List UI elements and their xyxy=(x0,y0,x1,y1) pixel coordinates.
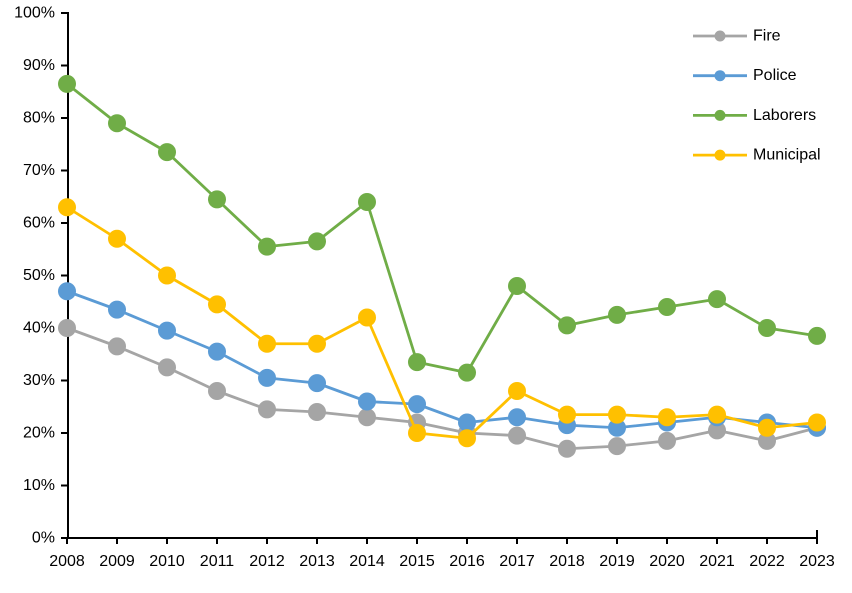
y-tick-label: 30% xyxy=(23,372,55,389)
data-point-municipal-2021 xyxy=(708,405,726,424)
data-point-fire-2018 xyxy=(558,439,576,458)
x-tick-label: 2022 xyxy=(749,553,785,570)
x-tick-label: 2017 xyxy=(499,553,535,570)
legend-label-fire: Fire xyxy=(753,28,781,45)
data-point-laborers-2012 xyxy=(258,237,276,256)
x-tick-label: 2019 xyxy=(599,553,635,570)
series-line-police xyxy=(65,289,819,430)
data-point-laborers-2016 xyxy=(458,363,476,382)
data-point-municipal-2023 xyxy=(808,413,826,432)
series-line-fire xyxy=(65,326,819,451)
x-tick-label: 2013 xyxy=(299,553,335,570)
data-point-municipal-2015 xyxy=(408,424,426,442)
legend-marker-laborers xyxy=(714,109,726,121)
legend-marker-police xyxy=(714,70,726,82)
data-point-municipal-2008 xyxy=(58,198,76,217)
data-point-laborers-2014 xyxy=(358,193,376,211)
legend-label-laborers: Laborers xyxy=(753,107,816,124)
data-point-municipal-2017 xyxy=(508,382,526,400)
legend-label-municipal: Municipal xyxy=(753,147,821,164)
data-point-laborers-2010 xyxy=(158,143,176,162)
x-tick-label: 2021 xyxy=(699,553,735,570)
data-point-police-2017 xyxy=(508,408,526,427)
data-point-municipal-2022 xyxy=(758,418,776,437)
data-point-police-2016 xyxy=(458,413,476,432)
data-point-laborers-2008 xyxy=(58,74,76,93)
data-point-laborers-2013 xyxy=(308,232,326,251)
x-tick-label: 2012 xyxy=(249,553,285,570)
x-tick-label: 2015 xyxy=(399,553,435,570)
y-tick-label: 40% xyxy=(23,320,55,337)
data-point-laborers-2019 xyxy=(608,305,626,324)
data-point-police-2008 xyxy=(58,282,76,301)
data-point-laborers-2011 xyxy=(208,190,226,209)
x-tick-label: 2014 xyxy=(349,553,385,570)
data-point-municipal-2011 xyxy=(208,295,226,314)
x-tick-label: 2008 xyxy=(49,553,85,570)
y-tick-label: 20% xyxy=(23,425,55,442)
y-tick-label: 100% xyxy=(14,5,55,22)
data-point-police-2011 xyxy=(208,342,226,361)
data-point-municipal-2012 xyxy=(258,334,276,353)
data-point-fire-2010 xyxy=(158,358,176,377)
legend-label-police: Police xyxy=(753,67,797,84)
x-tick-label: 2010 xyxy=(149,553,185,570)
data-point-fire-2021 xyxy=(708,421,726,440)
y-tick-label: 60% xyxy=(23,215,55,232)
data-point-laborers-2009 xyxy=(108,114,126,133)
data-point-fire-2014 xyxy=(358,408,376,427)
data-point-laborers-2018 xyxy=(558,316,576,335)
y-tick-label: 0% xyxy=(32,530,55,547)
data-point-municipal-2019 xyxy=(608,405,626,424)
legend-marker-municipal xyxy=(714,149,726,161)
series-line-municipal xyxy=(65,205,819,440)
data-point-municipal-2009 xyxy=(108,229,126,248)
x-tick-label: 2011 xyxy=(200,553,235,570)
data-point-police-2010 xyxy=(158,321,176,340)
data-point-police-2009 xyxy=(108,300,126,319)
x-tick-label: 2020 xyxy=(649,553,685,570)
y-tick-label: 80% xyxy=(23,110,55,127)
x-tick-label: 2023 xyxy=(799,553,835,570)
data-point-fire-2019 xyxy=(608,437,626,456)
data-point-municipal-2016 xyxy=(458,429,476,448)
data-point-fire-2009 xyxy=(108,337,126,356)
data-point-fire-2011 xyxy=(208,382,226,400)
data-point-fire-2013 xyxy=(308,403,326,421)
data-point-laborers-2020 xyxy=(658,298,676,316)
x-tick-label: 2018 xyxy=(549,553,585,570)
x-tick-label: 2009 xyxy=(99,553,135,570)
y-tick-label: 70% xyxy=(23,162,55,179)
y-tick-label: 50% xyxy=(23,267,55,284)
data-point-laborers-2017 xyxy=(508,277,526,295)
y-tick-label: 90% xyxy=(23,57,55,74)
data-point-municipal-2014 xyxy=(358,308,376,327)
series-line-laborers xyxy=(65,82,819,375)
data-point-fire-2017 xyxy=(508,426,526,445)
data-point-laborers-2022 xyxy=(758,319,776,337)
data-point-police-2015 xyxy=(408,395,426,414)
data-point-laborers-2015 xyxy=(408,353,426,372)
data-point-municipal-2020 xyxy=(658,408,676,427)
data-point-fire-2020 xyxy=(658,431,676,450)
data-point-police-2013 xyxy=(308,374,326,393)
data-point-municipal-2013 xyxy=(308,334,326,353)
data-point-laborers-2021 xyxy=(708,290,726,309)
data-point-fire-2012 xyxy=(258,400,276,419)
y-tick-label: 10% xyxy=(23,477,55,494)
data-point-police-2012 xyxy=(258,368,276,387)
data-point-municipal-2010 xyxy=(158,266,176,285)
legend-marker-fire xyxy=(714,30,726,42)
data-point-fire-2022 xyxy=(758,431,776,450)
data-point-fire-2008 xyxy=(58,319,76,337)
data-point-police-2019 xyxy=(608,418,626,437)
data-point-municipal-2018 xyxy=(558,405,576,424)
data-point-laborers-2023 xyxy=(808,326,826,345)
x-tick-label: 2016 xyxy=(449,553,485,570)
data-point-police-2014 xyxy=(358,392,376,411)
